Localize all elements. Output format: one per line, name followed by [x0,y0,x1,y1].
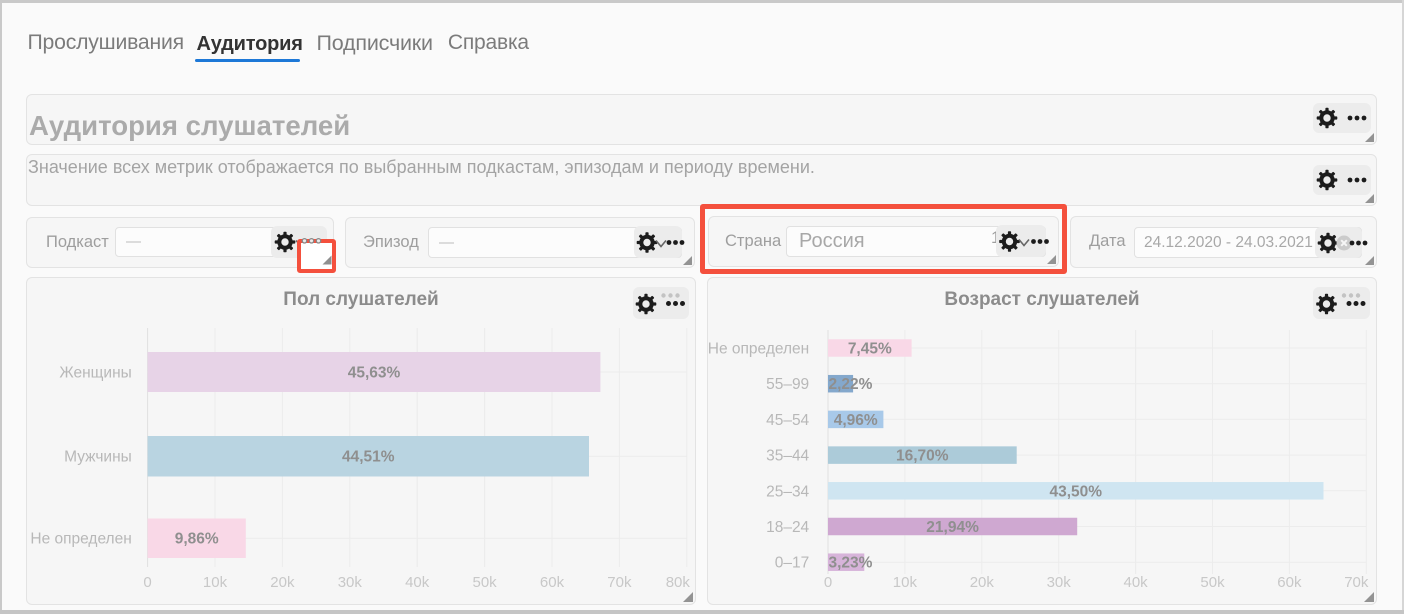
svg-text:40k: 40k [405,574,430,591]
svg-text:70k: 70k [1344,574,1369,591]
svg-text:Женщины: Женщины [59,365,131,382]
svg-text:20k: 20k [970,574,995,591]
svg-text:43,50%: 43,50% [1050,483,1103,500]
svg-text:10k: 10k [893,574,918,591]
svg-text:70k: 70k [607,574,632,591]
svg-text:7,45%: 7,45% [848,341,892,358]
svg-text:0–17: 0–17 [775,555,809,572]
svg-text:2,22%: 2,22% [829,376,873,393]
svg-text:3,23%: 3,23% [829,555,873,572]
svg-text:40k: 40k [1124,574,1149,591]
svg-text:45–54: 45–54 [766,412,809,429]
svg-text:4,96%: 4,96% [834,412,878,429]
svg-text:9,86%: 9,86% [175,531,219,548]
svg-text:55–99: 55–99 [766,376,809,393]
svg-text:20k: 20k [270,574,295,591]
svg-text:16,70%: 16,70% [896,448,949,465]
svg-text:0: 0 [824,574,832,591]
svg-text:30k: 30k [1047,574,1072,591]
svg-text:44,51%: 44,51% [342,449,395,466]
svg-text:Не определен: Не определен [708,341,809,358]
svg-text:18–24: 18–24 [766,519,809,536]
svg-text:10k: 10k [203,574,228,591]
svg-text:60k: 60k [1277,574,1302,591]
svg-text:50k: 50k [473,574,498,591]
svg-text:21,94%: 21,94% [926,519,979,536]
svg-text:Не определен: Не определен [30,531,131,548]
svg-text:30k: 30k [338,574,363,591]
svg-text:25–34: 25–34 [766,483,809,500]
svg-text:50k: 50k [1200,574,1225,591]
svg-text:45,63%: 45,63% [348,365,401,382]
svg-text:60k: 60k [540,574,565,591]
svg-text:0: 0 [143,574,151,591]
svg-text:80k: 80k [666,574,691,591]
svg-text:35–44: 35–44 [766,448,809,465]
svg-text:Мужчины: Мужчины [64,449,132,466]
